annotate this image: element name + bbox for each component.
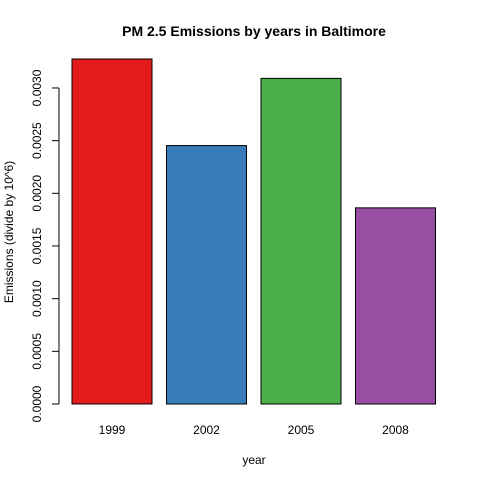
y-tick-label: 0.0025 <box>30 122 44 159</box>
y-axis-label: Emissions (divide by 10^6) <box>2 161 16 303</box>
y-tick-label: 0.0005 <box>30 333 44 370</box>
x-tick-label: 1999 <box>99 423 126 437</box>
bars-group <box>71 58 436 405</box>
bar-1999 <box>71 58 153 405</box>
x-tick-label: 2002 <box>193 423 220 437</box>
x-axis-label: year <box>242 453 265 467</box>
y-tick-label: 0.0015 <box>30 227 44 264</box>
x-tick-labels: 1999 2002 2005 2008 <box>99 423 410 437</box>
x-tick-label: 2008 <box>382 423 409 437</box>
y-tick-label: 0.0020 <box>30 175 44 212</box>
x-tick-label: 2005 <box>288 423 315 437</box>
bar-2008 <box>355 207 436 405</box>
y-tick-label: 0.0030 <box>30 69 44 106</box>
bar-2002 <box>166 145 247 405</box>
chart-title: PM 2.5 Emissions by years in Baltimore <box>122 23 386 39</box>
y-tick-label: 0.0000 <box>30 385 44 422</box>
bar-2005 <box>260 77 342 405</box>
y-axis: 0.0000 0.0005 0.0010 0.0015 0.0020 0.0025 0.00… <box>30 69 60 422</box>
y-tick-label: 0.0010 <box>30 280 44 317</box>
